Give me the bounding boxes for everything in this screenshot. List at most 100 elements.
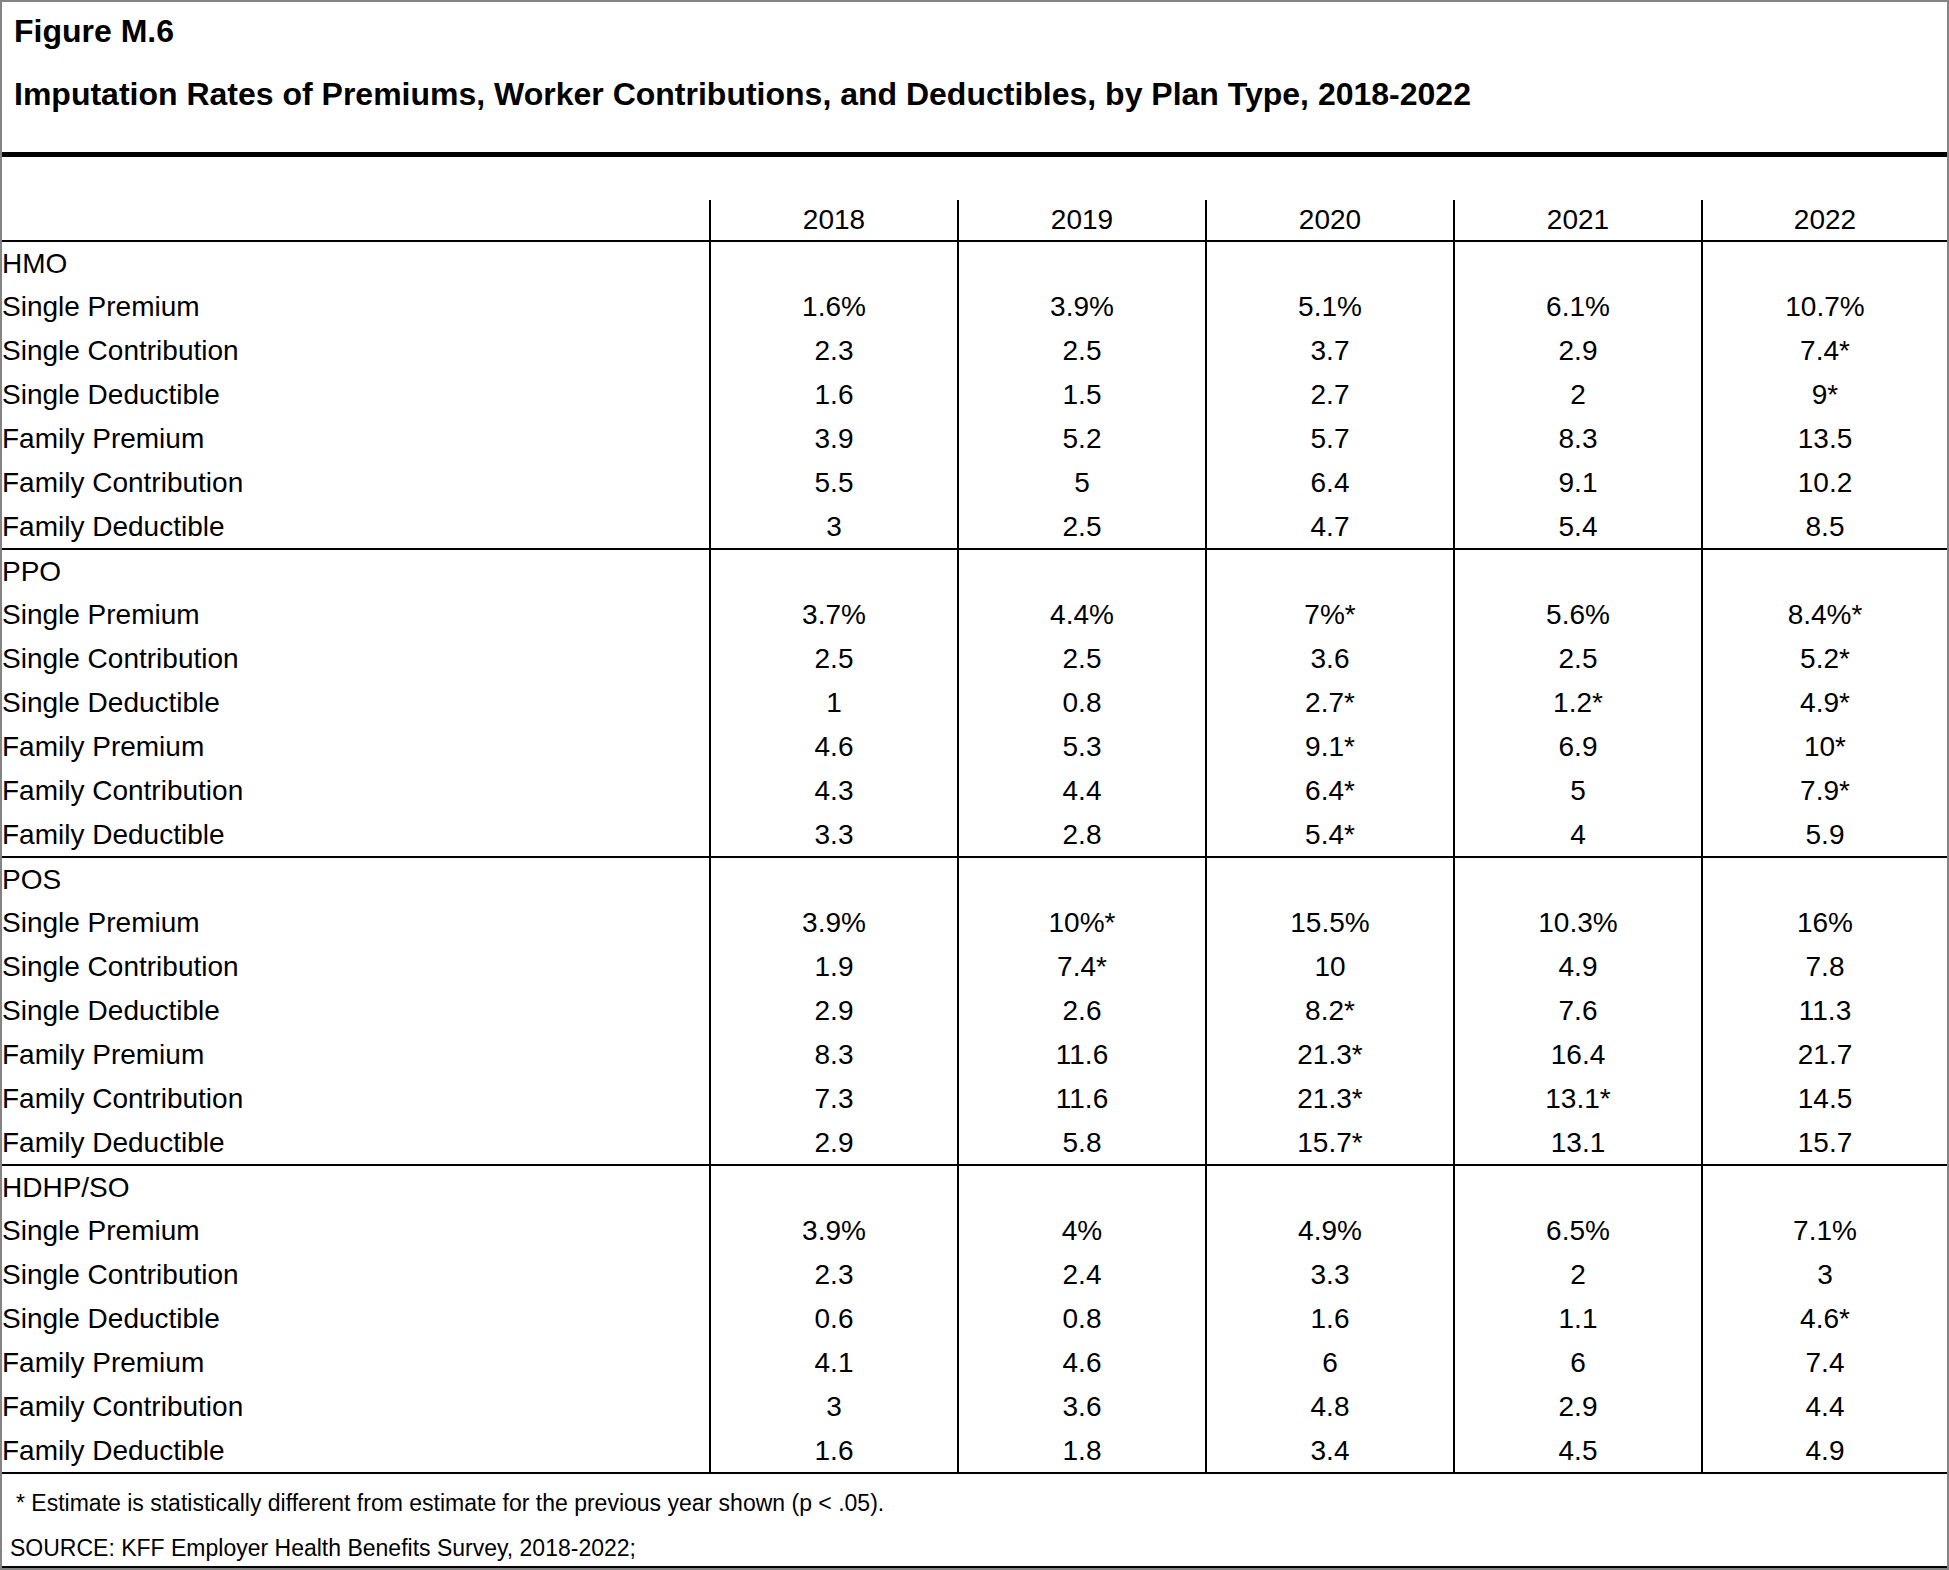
value-cell: 3.4 — [1206, 1429, 1454, 1473]
value-cell: 6.4* — [1206, 769, 1454, 813]
metric-label: Single Premium — [2, 285, 710, 329]
value-cell: 21.3* — [1206, 1033, 1454, 1077]
metric-row: Family Premium4.65.39.1*6.910* — [2, 725, 1947, 769]
value-cell: 15.5% — [1206, 901, 1454, 945]
metric-label: Family Premium — [2, 1033, 710, 1077]
metric-label: Single Contribution — [2, 329, 710, 373]
value-cell: 5.5 — [710, 461, 958, 505]
metric-label: Family Contribution — [2, 1077, 710, 1121]
year-column-header: 2022 — [1702, 200, 1947, 241]
value-cell: 5.3 — [958, 725, 1206, 769]
empty-cell — [958, 241, 1206, 285]
metric-label: Single Deductible — [2, 1297, 710, 1341]
value-cell: 2.3 — [710, 329, 958, 373]
value-cell: 0.6 — [710, 1297, 958, 1341]
value-cell: 15.7* — [1206, 1121, 1454, 1165]
metric-row: Family Deductible1.61.83.44.54.9 — [2, 1429, 1947, 1473]
value-cell: 7.8 — [1702, 945, 1947, 989]
empty-cell — [1702, 857, 1947, 901]
value-cell: 15.7 — [1702, 1121, 1947, 1165]
empty-cell — [958, 857, 1206, 901]
value-cell: 13.1* — [1454, 1077, 1702, 1121]
value-cell: 2.9 — [1454, 329, 1702, 373]
value-cell: 3 — [710, 505, 958, 549]
plan-table-body: HMOSingle Premium1.6%3.9%5.1%6.1%10.7%Si… — [2, 241, 1947, 1473]
metric-row: Family Contribution7.311.621.3*13.1*14.5 — [2, 1077, 1947, 1121]
value-cell: 2.5 — [958, 505, 1206, 549]
year-column-header: 2021 — [1454, 200, 1702, 241]
metric-row: Single Contribution2.52.53.62.55.2* — [2, 637, 1947, 681]
empty-cell — [958, 1165, 1206, 1209]
value-cell: 9.1 — [1454, 461, 1702, 505]
metric-row: Family Deductible32.54.75.48.5 — [2, 505, 1947, 549]
value-cell: 10* — [1702, 725, 1947, 769]
value-cell: 5.8 — [958, 1121, 1206, 1165]
empty-cell — [1206, 1165, 1454, 1209]
value-cell: 3 — [710, 1385, 958, 1429]
value-cell: 1.2* — [1454, 681, 1702, 725]
metric-row: Family Premium8.311.621.3*16.421.7 — [2, 1033, 1947, 1077]
value-cell: 1.6% — [710, 285, 958, 329]
metric-label: Family Contribution — [2, 769, 710, 813]
value-cell: 1.1 — [1454, 1297, 1702, 1341]
value-cell: 5.9 — [1702, 813, 1947, 857]
value-cell: 5.2* — [1702, 637, 1947, 681]
value-cell: 4.1 — [710, 1341, 958, 1385]
value-cell: 2.5 — [1454, 637, 1702, 681]
value-cell: 16% — [1702, 901, 1947, 945]
value-cell: 4.4 — [958, 769, 1206, 813]
empty-cell — [958, 549, 1206, 593]
value-cell: 1.6 — [710, 373, 958, 417]
metric-label: Single Premium — [2, 1209, 710, 1253]
figure-title: Imputation Rates of Premiums, Worker Con… — [14, 77, 1933, 112]
metric-row: Single Premium3.9%10%*15.5%10.3%16% — [2, 901, 1947, 945]
value-cell: 3.9% — [710, 901, 958, 945]
value-cell: 0.8 — [958, 1297, 1206, 1341]
empty-cell — [710, 241, 958, 285]
empty-cell — [1454, 549, 1702, 593]
value-cell: 10%* — [958, 901, 1206, 945]
plan-section-row: HDHP/SO — [2, 1165, 1947, 1209]
value-cell: 6.4 — [1206, 461, 1454, 505]
empty-cell — [1454, 857, 1702, 901]
value-cell: 7.9* — [1702, 769, 1947, 813]
metric-label: Family Premium — [2, 725, 710, 769]
metric-row: Family Premium4.14.6667.4 — [2, 1341, 1947, 1385]
value-cell: 4 — [1454, 813, 1702, 857]
value-cell: 4% — [958, 1209, 1206, 1253]
footnote-block: * Estimate is statistically different fr… — [2, 1474, 1947, 1562]
plan-section-row: HMO — [2, 241, 1947, 285]
value-cell: 5.1% — [1206, 285, 1454, 329]
value-cell: 13.1 — [1454, 1121, 1702, 1165]
value-cell: 2.5 — [958, 637, 1206, 681]
header-gap — [2, 157, 1947, 200]
metric-row: Single Premium1.6%3.9%5.1%6.1%10.7% — [2, 285, 1947, 329]
metric-label: Single Contribution — [2, 1253, 710, 1297]
value-cell: 8.4%* — [1702, 593, 1947, 637]
value-cell: 3.3 — [710, 813, 958, 857]
metric-row: Single Contribution1.97.4*104.97.8 — [2, 945, 1947, 989]
metric-row: Single Deductible1.61.52.729* — [2, 373, 1947, 417]
value-cell: 6.1% — [1454, 285, 1702, 329]
empty-cell — [1702, 1165, 1947, 1209]
metric-row: Single Contribution2.32.53.72.97.4* — [2, 329, 1947, 373]
value-cell: 2.7* — [1206, 681, 1454, 725]
value-cell: 2.9 — [710, 989, 958, 1033]
value-cell: 1.6 — [1206, 1297, 1454, 1341]
plan-section-label: PPO — [2, 549, 710, 593]
value-cell: 7.4* — [1702, 329, 1947, 373]
value-cell: 4.9 — [1702, 1429, 1947, 1473]
value-cell: 4.8 — [1206, 1385, 1454, 1429]
value-cell: 5 — [1454, 769, 1702, 813]
plan-section-row: PPO — [2, 549, 1947, 593]
metric-label: Single Premium — [2, 901, 710, 945]
value-cell: 13.5 — [1702, 417, 1947, 461]
empty-cell — [710, 1165, 958, 1209]
metric-label: Family Premium — [2, 417, 710, 461]
value-cell: 2.3 — [710, 1253, 958, 1297]
value-cell: 4.5 — [1454, 1429, 1702, 1473]
empty-cell — [710, 857, 958, 901]
value-cell: 8.5 — [1702, 505, 1947, 549]
value-cell: 3.3 — [1206, 1253, 1454, 1297]
metric-row: Family Contribution5.556.49.110.2 — [2, 461, 1947, 505]
